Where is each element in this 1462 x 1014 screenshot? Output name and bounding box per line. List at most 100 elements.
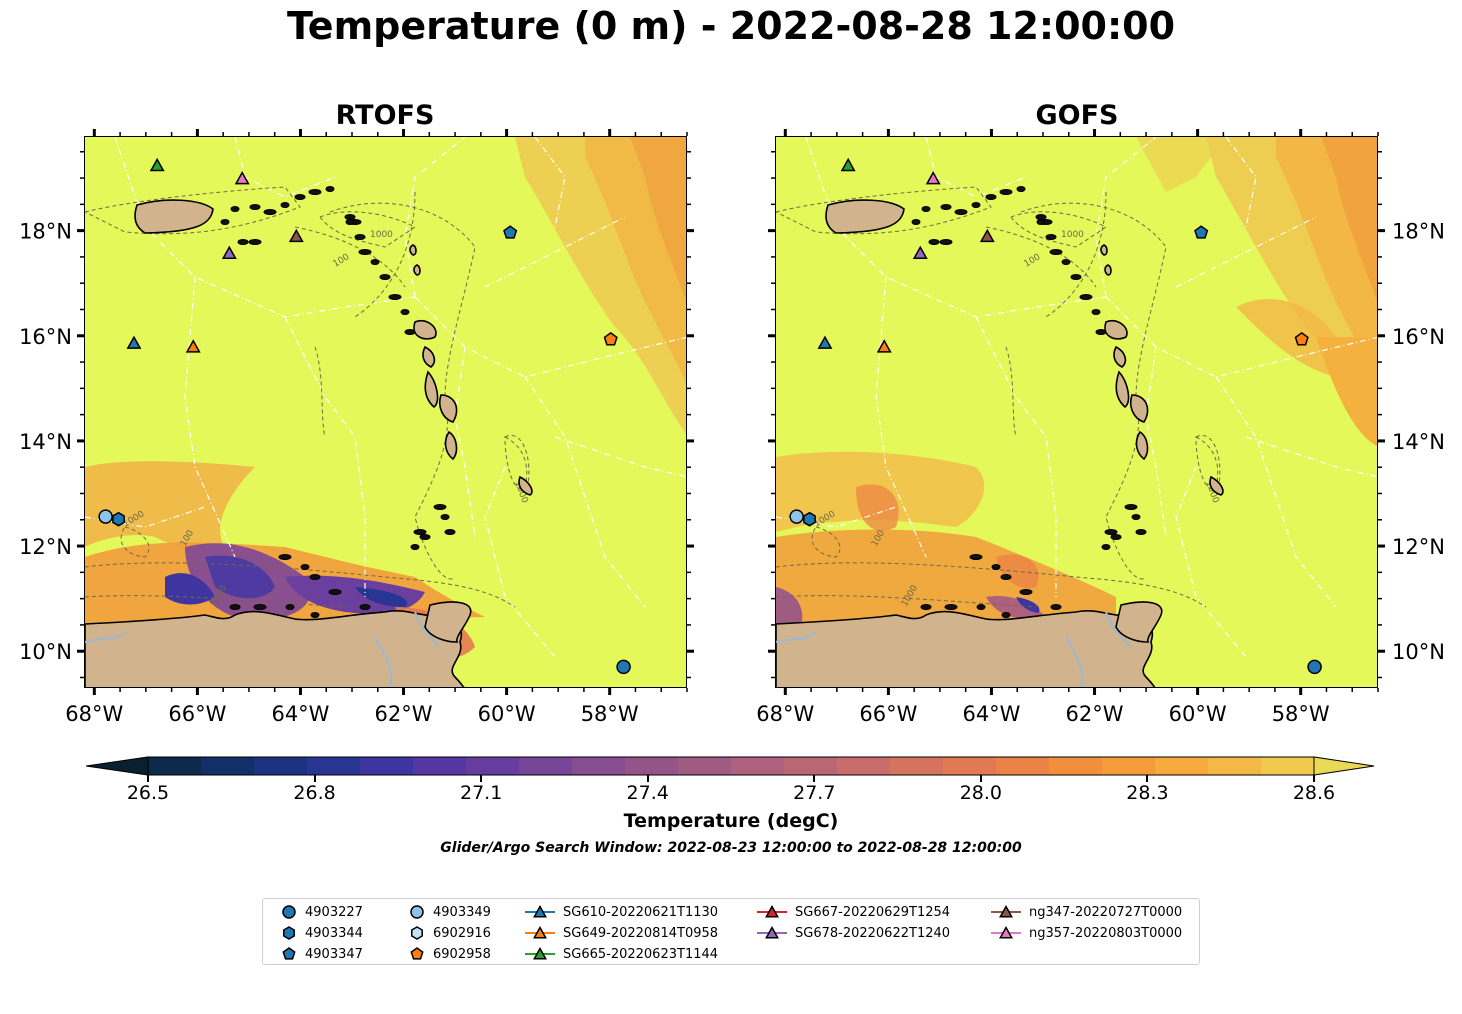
legend-marker-icon: [282, 947, 296, 960]
lat-tick-label: 12°N: [19, 535, 72, 559]
legend-label: SG665-20220623T1144: [563, 946, 719, 962]
legend-item-sg667-20220629t1254: SG667-20220629T1254: [757, 903, 950, 921]
legend-marker-icon: [757, 925, 787, 939]
lat-tick-label: 16°N: [1392, 325, 1445, 349]
lat-tick-label: 14°N: [19, 430, 72, 454]
colorbar-segment: [731, 757, 785, 775]
colorbar-segment: [254, 757, 308, 775]
legend-marker-icon: [283, 926, 295, 940]
colorbar-segment: [307, 757, 361, 775]
temperature-colorbar: [86, 756, 1375, 776]
lon-tick-label: 64°W: [271, 702, 329, 726]
colorbar-segment: [943, 757, 997, 775]
colorbar-tick: [147, 775, 149, 782]
legend-marker: [533, 946, 547, 960]
obs-marker-sg678-20220622t1240: [912, 245, 928, 260]
colorbar-segment: [996, 757, 1050, 775]
legend-marker-icon: [282, 905, 296, 919]
legend-marker: [999, 904, 1013, 918]
obs-marker-4903227: [616, 659, 631, 675]
obs-marker-sg678-20220622t1240: [221, 245, 237, 260]
colorbar-tick-label: 26.8: [293, 782, 336, 804]
obs-marker-6902958: [603, 331, 618, 346]
colorbar-tick-label: 28.6: [1292, 782, 1336, 804]
colorbar-segment: [1049, 757, 1103, 775]
colorbar-tick-label: 28.0: [959, 782, 1002, 804]
legend-item-6902958: 6902958: [409, 945, 491, 963]
legend-marker: [282, 905, 296, 919]
obs-marker-4903347: [1194, 225, 1209, 239]
colorbar-tick: [813, 775, 816, 782]
lon-tick-label: 58°W: [1272, 702, 1330, 726]
map-panel-gofs: 10010001000100010010001000: [775, 136, 1378, 688]
legend-item-ng347-20220727t0000: ng347-20220727T0000: [991, 903, 1182, 921]
obs-marker-ng357-20220803t0000: [234, 171, 250, 185]
obs-marker-4903349: [789, 509, 804, 524]
colorbar-tick: [1313, 775, 1315, 782]
map-panel-rtofs: 10010001000100010010001000: [84, 136, 687, 688]
colorbar-segment: [678, 757, 732, 775]
small-islands: [911, 186, 1147, 618]
legend-marker-icon: [525, 925, 555, 939]
lon-tick-label: 68°W: [756, 702, 814, 726]
legend-label: 4903344: [305, 925, 363, 941]
legend-marker-icon: [525, 946, 555, 960]
legend-marker: [765, 925, 779, 939]
obs-marker-ng357-20220803t0000: [925, 171, 941, 185]
obs-marker-sg665-20220623t1144: [149, 157, 165, 172]
colorbar-segment: [1102, 757, 1156, 775]
legend-item-sg665-20220623t1144: SG665-20220623T1144: [525, 945, 718, 963]
land-masses: [85, 199, 533, 687]
colorbar-tick: [313, 775, 316, 782]
lon-tick-label: 58°W: [581, 702, 639, 726]
colorbar-segment: [1261, 757, 1315, 775]
lon-tick-label: 68°W: [65, 702, 123, 726]
legend-marker: [282, 947, 296, 960]
lat-tick-label: 14°N: [1392, 430, 1445, 454]
colorbar-segment: [837, 757, 891, 775]
legend-label: 4903227: [305, 904, 363, 920]
colorbar-segment: [519, 757, 573, 775]
colorbar-tick: [1146, 775, 1149, 782]
legend-item-sg610-20220621t1130: SG610-20220621T1130: [525, 903, 718, 921]
colorbar-segment: [413, 757, 467, 775]
figure-title: Temperature (0 m) - 2022-08-28 12:00:00: [286, 4, 1176, 48]
obs-marker-4903347: [503, 225, 518, 239]
panel-title-gofs: GOFS: [1035, 100, 1119, 131]
lon-tick-label: 64°W: [962, 702, 1020, 726]
legend-item-4903349: 4903349: [409, 903, 491, 921]
colorbar-segment: [148, 757, 202, 775]
warm-water-region: [515, 137, 686, 435]
legend-marker: [999, 925, 1013, 939]
lat-tick-label: 16°N: [19, 325, 72, 349]
colorbar-segment: [1208, 757, 1262, 775]
legend-marker: [411, 926, 423, 940]
legend-marker-icon: [410, 905, 424, 919]
colorbar-segment: [784, 757, 838, 775]
warm-water-region: [1136, 137, 1377, 446]
panel-title-rtofs: RTOFS: [335, 100, 435, 131]
colorbar-extend-high: [1313, 756, 1375, 776]
legend-label: 6902958: [433, 946, 491, 962]
legend-item-4903227: 4903227: [281, 903, 363, 921]
legend-marker-icon: [410, 947, 424, 960]
legend-label: SG678-20220622T1240: [795, 925, 951, 941]
lat-tick-label: 12°N: [1392, 535, 1445, 559]
colorbar-segment: [1155, 757, 1209, 775]
legend-label: 4903347: [305, 946, 363, 962]
legend-label: SG667-20220629T1254: [795, 904, 951, 920]
legend-item-sg678-20220622t1240: SG678-20220622T1240: [757, 924, 950, 942]
legend-marker: [283, 926, 295, 940]
contour-label: 1000: [1061, 230, 1084, 240]
legend-marker: [410, 905, 424, 919]
legend-marker-icon: [757, 904, 787, 918]
colorbar-tick-label: 26.5: [126, 782, 170, 804]
legend-label: 6902916: [433, 925, 491, 941]
contour-label: 1000: [370, 230, 393, 240]
colorbar-tick-label: 27.1: [459, 782, 503, 804]
obs-marker-6902958: [1294, 331, 1309, 346]
colorbar-segment: [201, 757, 255, 775]
small-islands: [220, 186, 456, 618]
lat-tick-label: 18°N: [19, 220, 72, 244]
gofs-map-svg: 10010001000100010010001000: [776, 137, 1377, 687]
